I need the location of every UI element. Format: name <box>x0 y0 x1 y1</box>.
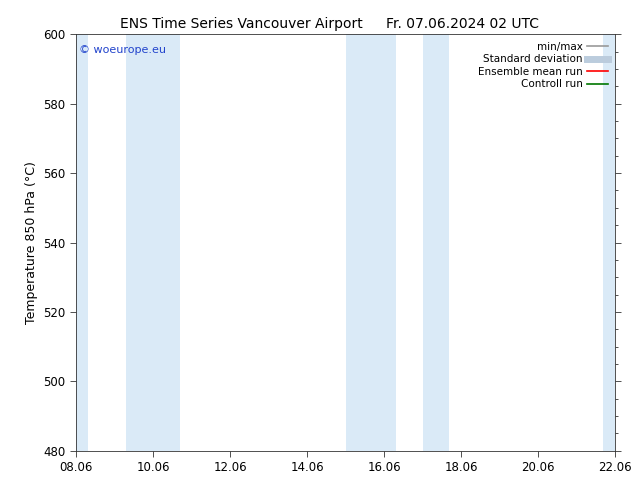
Y-axis label: Temperature 850 hPa (°C): Temperature 850 hPa (°C) <box>25 161 38 324</box>
Bar <box>604 34 615 451</box>
Text: ENS Time Series Vancouver Airport: ENS Time Series Vancouver Airport <box>120 17 362 31</box>
Bar <box>346 34 396 451</box>
Bar <box>76 34 87 451</box>
Text: © woeurope.eu: © woeurope.eu <box>79 45 165 55</box>
Text: Fr. 07.06.2024 02 UTC: Fr. 07.06.2024 02 UTC <box>386 17 540 31</box>
Bar <box>126 34 180 451</box>
Bar <box>422 34 450 451</box>
Legend: min/max, Standard deviation, Ensemble mean run, Controll run: min/max, Standard deviation, Ensemble me… <box>476 40 610 92</box>
